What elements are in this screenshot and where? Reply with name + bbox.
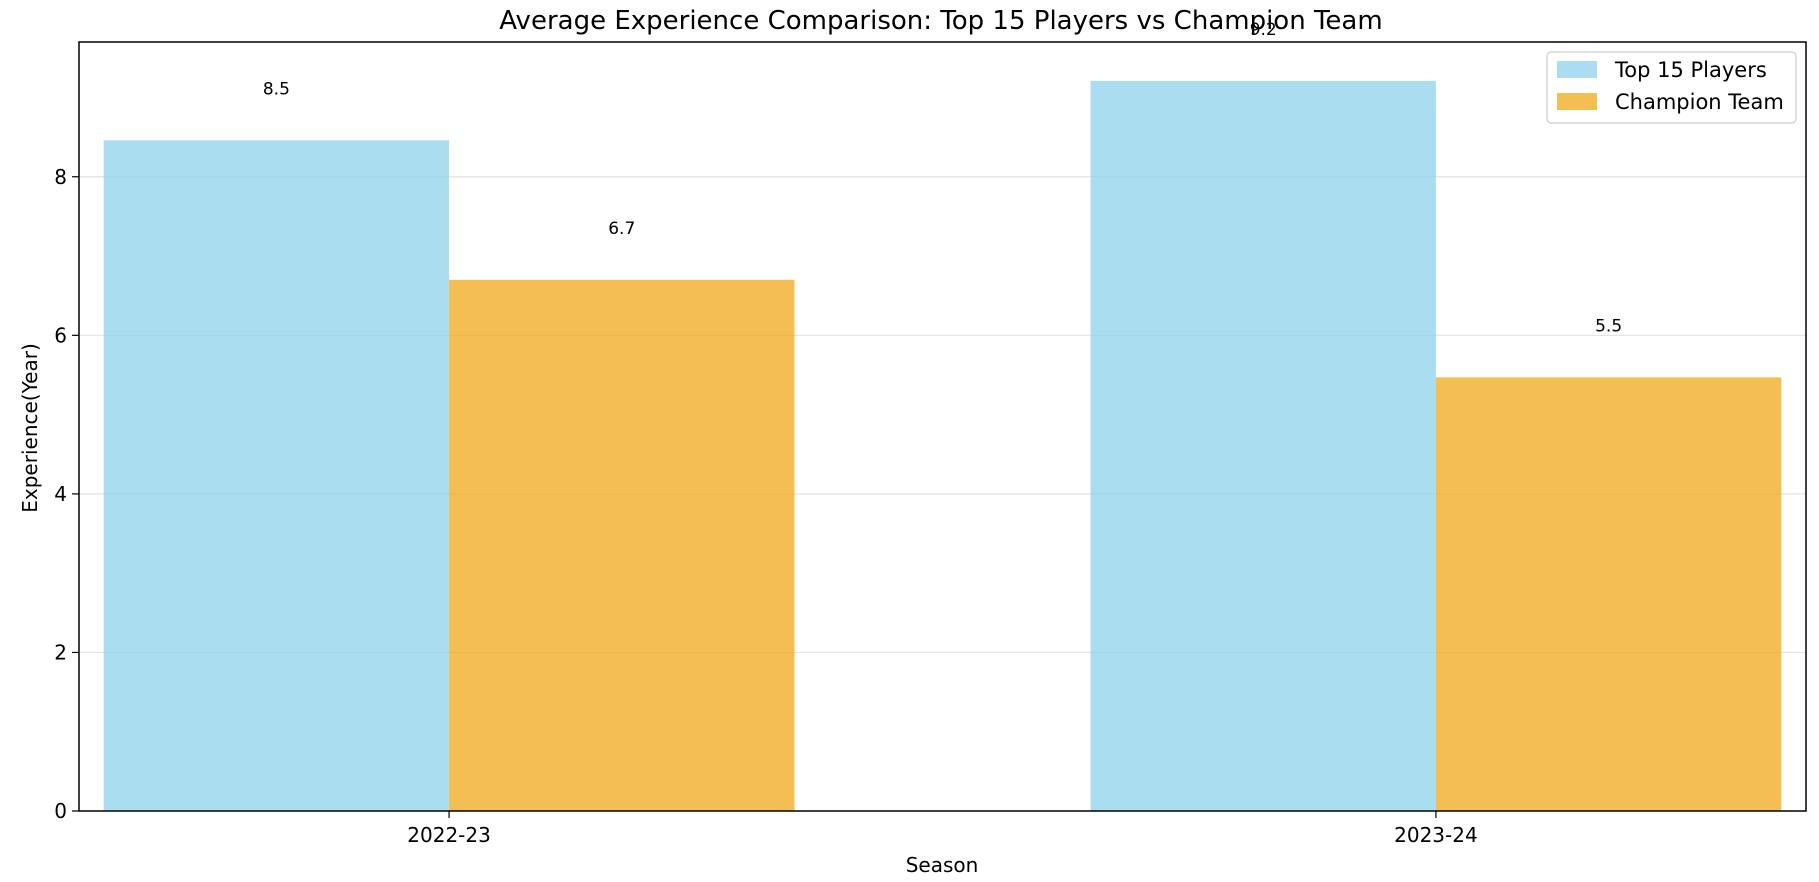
y-tick-label: 4 [54, 482, 67, 506]
plot-frame [78, 41, 1807, 812]
chart-title: Average Experience Comparison: Top 15 Pl… [499, 6, 1382, 36]
legend-label: Top 15 Players [1614, 58, 1767, 82]
data-label: 9.2 [1250, 20, 1277, 40]
x-tick-label: 2023-24 [1394, 823, 1478, 847]
bar-1-1 [1435, 377, 1782, 811]
x-axis-label: Season [906, 853, 979, 877]
x-tick-label: 2022-23 [407, 823, 491, 847]
bars [103, 80, 1782, 812]
y-tick-label: 6 [54, 323, 67, 347]
legend-swatch [1557, 93, 1597, 110]
y-tick-label: 2 [54, 640, 67, 664]
y-axis: 0 2 4 6 8 [54, 165, 79, 823]
data-label: 8.5 [263, 79, 290, 99]
legend-swatch [1557, 61, 1597, 78]
data-labels: 8.5 6.7 9.2 5.5 [263, 20, 1622, 337]
y-tick-label: 0 [54, 799, 67, 823]
y-axis-label: Experience(Year) [18, 343, 42, 512]
bar-0-0 [103, 140, 450, 811]
legend: Top 15 Players Champion Team [1546, 51, 1797, 124]
legend-box [1546, 51, 1797, 124]
y-tick-label: 8 [54, 165, 67, 189]
legend-label: Champion Team [1615, 90, 1784, 114]
bar-1-0 [449, 279, 795, 811]
bar-0-1 [1090, 80, 1436, 812]
x-axis: 2022-23 2023-24 [407, 811, 1478, 847]
data-label: 6.7 [608, 219, 635, 239]
data-label: 5.5 [1595, 316, 1622, 336]
